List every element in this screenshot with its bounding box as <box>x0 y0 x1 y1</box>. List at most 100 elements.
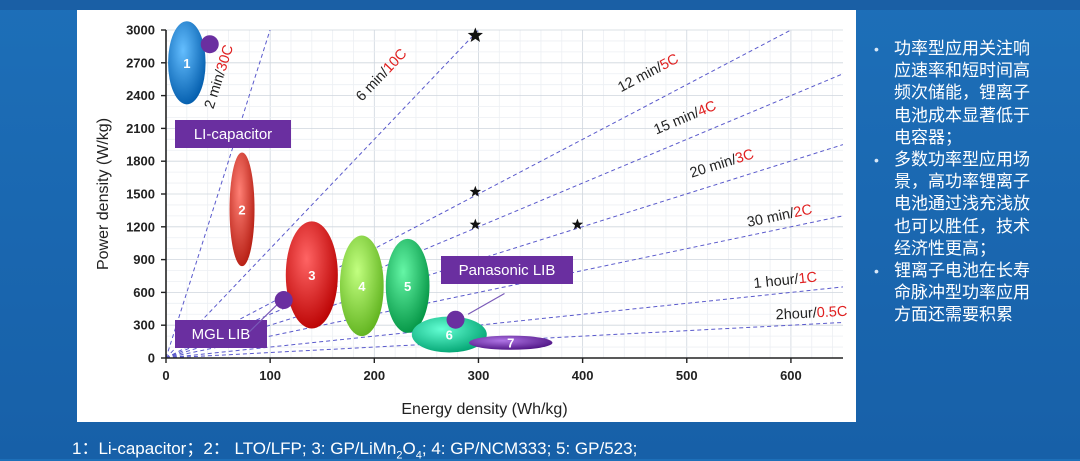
y-tick-label: 2700 <box>126 55 155 70</box>
rate-line <box>166 73 843 358</box>
rate-label: 15 min/4C <box>652 98 719 138</box>
side-note-1: • 功率型应用关注响 应速率和短时间高 频次储能，锂离子 电池成本显著低于 电容… <box>872 38 1072 149</box>
rate-line <box>166 286 843 358</box>
rate-line <box>166 30 271 358</box>
callout-arrow <box>248 302 279 333</box>
rate-line <box>166 215 843 358</box>
bullet-icon: • <box>874 152 879 169</box>
side-note-line: 锂离子电池在长寿 <box>894 261 1030 281</box>
bullet-icon: • <box>874 41 879 57</box>
callout-label: Panasonic LIB <box>459 262 556 279</box>
x-tick-label: 200 <box>363 368 385 383</box>
callout-label: LI-capacitor <box>194 126 272 143</box>
bullet-icon: • <box>874 263 879 280</box>
rate-c: 2C <box>792 202 813 221</box>
callout-box <box>175 320 267 348</box>
side-note-line: 景，高功率锂离子 <box>894 172 1030 192</box>
legend-footnote: 1：Li-capacitor；2： LTO/LFP; 3: GP/LiMn2O4… <box>72 434 1072 461</box>
region-label: 2 <box>238 202 245 217</box>
rate-label: 2 min/30C <box>202 43 237 111</box>
side-note-line: 功率型应用关注响 <box>894 39 1030 58</box>
side-note-line: 也可以胜任，技术 <box>894 216 1030 236</box>
rate-time: 2hour/ <box>775 305 818 323</box>
region-label: 7 <box>507 336 514 351</box>
rate-time: 1 hour/ <box>753 271 801 292</box>
x-tick-label: 100 <box>259 368 281 383</box>
data-point-circle <box>446 310 465 329</box>
region-ellipse-1 <box>168 21 206 105</box>
region-label: 1 <box>183 56 190 71</box>
region-ellipse-6 <box>411 316 487 353</box>
region-ellipse-2 <box>229 152 255 267</box>
y-tick-label: 1800 <box>126 154 155 169</box>
y-tick-label: 600 <box>133 285 155 300</box>
rate-time: 15 min/ <box>652 105 703 139</box>
rate-label: 1 hour/1C <box>753 269 818 292</box>
side-note-line: 频次储能，锂离子 <box>894 83 1030 103</box>
x-tick-label: 400 <box>572 368 594 383</box>
data-point-star <box>467 27 483 42</box>
rate-c: 0.5C <box>816 304 847 322</box>
rate-c: 1C <box>798 269 818 287</box>
side-note-line: 命脉冲型功率应用 <box>894 283 1030 303</box>
y-tick-label: 0 <box>148 351 155 366</box>
side-note-2: • 多数功率型应用场 景，高功率锂离子 电池通过浅充浅放 也可以胜任，技术 经济… <box>872 149 1072 260</box>
region-ellipse-7 <box>469 335 553 350</box>
y-axis-label: Power density (W/kg) <box>95 118 112 270</box>
side-note-line: 电容器； <box>894 127 962 147</box>
x-tick-label: 0 <box>162 368 169 383</box>
rate-time: 20 min/ <box>688 152 739 182</box>
footnote-subscript: 2 <box>396 449 403 461</box>
x-tick-label: 600 <box>780 368 802 383</box>
callout-box <box>175 120 291 148</box>
footnote-subscript: 4 <box>415 449 422 461</box>
energy-power-chart: 0 100 200 300 400 500 600 0 300 600 900 1200 1500 180… <box>95 21 848 418</box>
side-note-line: 多数功率型应用场 <box>894 150 1030 170</box>
rate-label: 20 min/3C <box>688 146 756 181</box>
x-tick-label: 500 <box>676 368 698 383</box>
region-ellipse-3 <box>285 221 338 329</box>
footnote-text: O <box>402 439 416 458</box>
region-ellipse-5 <box>385 238 430 333</box>
rate-c: 4C <box>695 98 718 120</box>
side-note-3: • 锂离子电池在长寿 命脉冲型功率应用 方面还需要积累 <box>872 260 1072 327</box>
callout-label: MGL LIB <box>192 326 251 343</box>
y-tick-label: 300 <box>133 318 155 333</box>
rate-c: 5C <box>658 51 682 74</box>
callout-box <box>441 256 573 284</box>
side-note-line: 方面还需要积累 <box>894 305 1013 325</box>
rate-time: 12 min/ <box>615 59 665 96</box>
x-axis-label: Energy density (Wh/kg) <box>401 401 567 418</box>
region-label: 6 <box>446 327 453 342</box>
region-label: 4 <box>358 279 366 294</box>
y-tick-label: 2100 <box>126 121 155 136</box>
side-note-line: 应速率和短时间高 <box>894 61 1030 81</box>
rate-line <box>166 30 792 358</box>
y-tick-label: 900 <box>133 252 155 267</box>
rate-line <box>166 30 479 358</box>
callout-arrow <box>467 292 505 315</box>
x-tick-label: 300 <box>468 368 490 383</box>
rate-line <box>166 144 843 358</box>
region-label: 5 <box>404 279 411 294</box>
side-notes: • 功率型应用关注响 应速率和短时间高 频次储能，锂离子 电池成本显著低于 电容… <box>872 38 1072 327</box>
region-label: 3 <box>308 268 315 283</box>
region-ellipse-4 <box>339 235 384 337</box>
y-tick-label: 1200 <box>126 219 155 234</box>
footnote-text: 1：Li-capacitor；2： LTO/LFP; 3: GP/LiMn <box>72 439 397 458</box>
data-point-star <box>571 218 584 230</box>
y-tick-label: 3000 <box>126 23 155 38</box>
side-note-line: 电池通过浅充浅放 <box>894 194 1030 214</box>
footnote-text: ; 4: GP/NCM333; 5: GP/523; <box>421 439 638 458</box>
rate-c: 30C <box>214 43 237 73</box>
slide-top-strip <box>0 0 1080 10</box>
chart-panel: 0 100 200 300 400 500 600 0 300 600 900 1200 1500 180… <box>77 10 856 422</box>
data-point-circle <box>200 35 219 54</box>
rate-label: 2hour/0.5C <box>775 304 848 324</box>
data-point-circle <box>274 291 293 310</box>
side-note-line: 电池成本显著低于 <box>894 105 1030 125</box>
side-note-line: 经济性更高； <box>894 238 996 258</box>
rate-c: 3C <box>733 146 755 167</box>
data-point-star <box>469 185 482 197</box>
y-tick-label: 1500 <box>126 187 155 202</box>
